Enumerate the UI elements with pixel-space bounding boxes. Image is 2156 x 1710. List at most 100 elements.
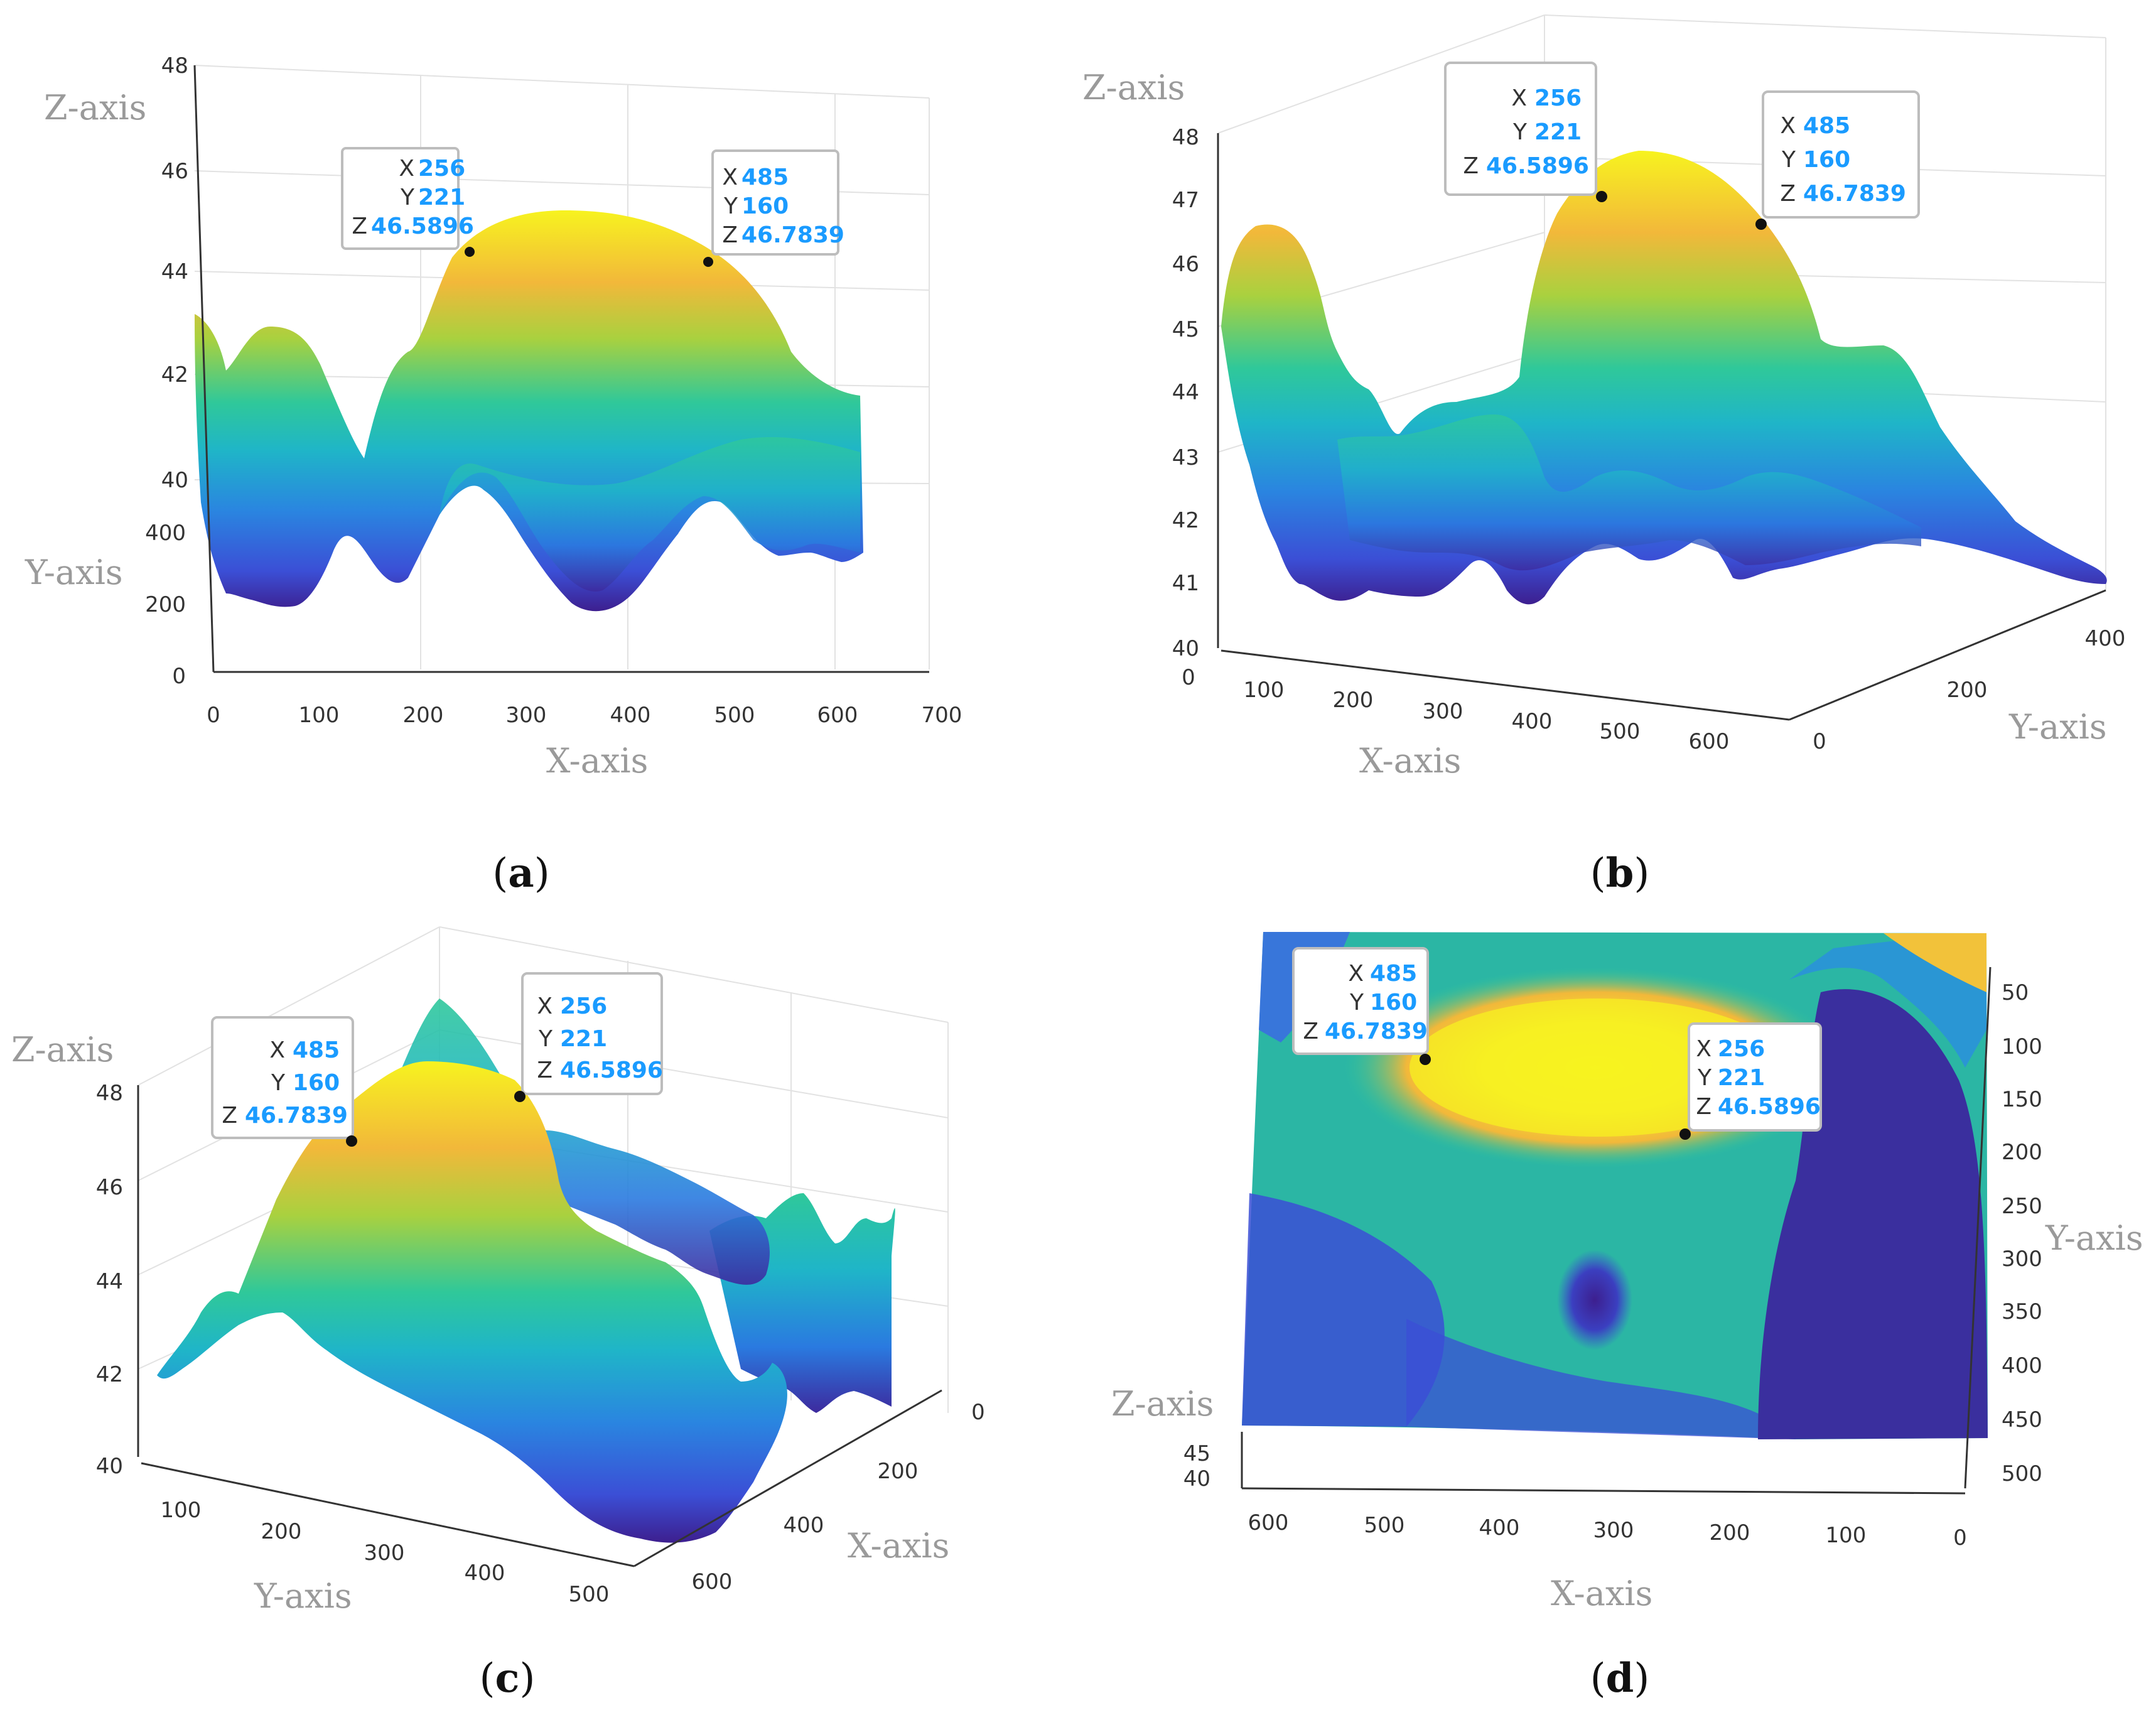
panel-a-datatip-2: X 485 Y 160 Z 46.7839 (703, 149, 844, 267)
panel-d-y-tick: 350 (2002, 1299, 2042, 1324)
svg-text:Y: Y (400, 185, 415, 210)
panel-c-zlabel: Z-axis (11, 1030, 114, 1069)
panel-a-datatip-2-x: 485 (741, 165, 789, 190)
panel-b: 48 47 46 45 44 43 42 41 40 0 100 200 300… (1082, 14, 2126, 897)
panel-a-x-tick: 300 (506, 703, 547, 728)
panel-b-x-tick: 300 (1423, 699, 1463, 724)
panel-b-datatip-1-x: 256 (1534, 85, 1582, 111)
panel-a-y-tick: 0 (172, 664, 186, 689)
panel-b-ylabel: Y-axis (2008, 707, 2107, 747)
panel-d-x-tick: 600 (1248, 1510, 1289, 1535)
panel-b-z-tick: 43 (1172, 445, 1199, 470)
panel-d: 50 100 150 200 250 300 350 400 450 500 6… (1111, 932, 2143, 1702)
svg-text:X: X (537, 993, 552, 1019)
panel-d-y-tick: 100 (2002, 1034, 2042, 1059)
panel-b-datatip-1-y: 221 (1534, 119, 1582, 145)
panel-c-y-tick: 200 (261, 1519, 302, 1544)
panel-d-y-tick: 250 (2002, 1194, 2042, 1219)
panel-d-datatip-1-z: 46.7839 (1325, 1019, 1428, 1044)
panel-c-y-ticks: 100 200 300 400 500 (161, 1498, 610, 1607)
panel-c-z-tick: 44 (96, 1269, 123, 1294)
panel-b-z-tick: 45 (1172, 317, 1199, 342)
panel-a-zlabel: Z-axis (44, 88, 146, 127)
panel-a-x-tick: 100 (299, 703, 340, 728)
svg-text:Z: Z (1696, 1094, 1711, 1120)
svg-text:Z: Z (222, 1103, 237, 1128)
panel-c-xlabel: X-axis (848, 1526, 949, 1566)
panel-c-datatip-1: X 485 Y 160 Z 46.7839 (211, 1016, 357, 1147)
svg-text:X: X (1348, 961, 1364, 987)
svg-text:Z: Z (722, 222, 738, 248)
panel-d-y-tick: 50 (2002, 980, 2029, 1005)
panel-d-datatip-2-x: 256 (1718, 1036, 1765, 1062)
panel-b-surface (1221, 151, 2107, 605)
panel-d-y-tick: 200 (2002, 1140, 2042, 1165)
panel-d-z-tick: 45 (1183, 1441, 1210, 1466)
panel-b-z-tick: 47 (1172, 188, 1199, 213)
panel-d-y-tick: 150 (2002, 1087, 2042, 1112)
panel-c-datatip-1-z: 46.7839 (245, 1103, 348, 1128)
svg-text:Y: Y (1781, 147, 1796, 173)
panel-a-x-tick: 700 (922, 703, 962, 728)
panel-d-axes (1241, 966, 1992, 1495)
panel-d-zlabel: Z-axis (1111, 1384, 1214, 1424)
panel-d-datatip-1: X 485 Y 160 Z 46.7839 (1292, 947, 1431, 1065)
panel-c-y-tick: 300 (364, 1540, 405, 1566)
panel-a-surface (195, 210, 863, 612)
panel-d-x-tick: 500 (1364, 1513, 1405, 1538)
svg-text:Y: Y (723, 193, 738, 219)
panel-d-ylabel: Y-axis (2045, 1218, 2143, 1258)
panel-c-datatip-2: X 256 Y 221 Z 46.5896 (514, 972, 663, 1102)
svg-text:X: X (1780, 113, 1796, 139)
panel-c-caption: (c) (480, 1655, 536, 1702)
panel-a-x-tick: 0 (207, 703, 220, 728)
panel-a-z-tick: 48 (161, 53, 188, 78)
svg-text:Y: Y (538, 1026, 553, 1052)
svg-text:X: X (1511, 85, 1527, 111)
panel-d-x-tick: 0 (1953, 1525, 1967, 1550)
panel-c-x-tick: 400 (784, 1513, 824, 1538)
svg-text:Y: Y (1349, 990, 1364, 1015)
panel-b-caption: (b) (1590, 850, 1650, 897)
panel-d-datatip-1-x: 485 (1370, 961, 1417, 987)
panel-b-x-ticks: 0 100 200 300 400 500 600 (1182, 665, 1729, 754)
panel-a-x-ticks: 0 100 200 300 400 500 600 700 (207, 703, 962, 728)
svg-text:Z: Z (1463, 153, 1479, 179)
panel-a-datatip-2-y: 160 (741, 193, 789, 219)
panel-a-y-ticks: 400 200 0 (145, 521, 186, 689)
panel-d-datatip-1-y: 160 (1370, 990, 1417, 1015)
panel-d-xlabel: X-axis (1551, 1574, 1652, 1613)
panel-d-y-tick: 450 (2002, 1407, 2042, 1432)
panel-b-z-tick: 46 (1172, 252, 1199, 277)
panel-b-datatip-2: X 485 Y 160 Z 46.7839 (1755, 90, 1920, 230)
panel-b-x-tick: 400 (1512, 709, 1553, 734)
panel-a-datatip-1: X 256 Y 221 Z 46.5896 (341, 147, 475, 257)
panel-c-datatip-2-z: 46.5896 (560, 1058, 663, 1083)
panel-b-z-tick: 40 (1172, 636, 1199, 661)
panel-c-datatip-2-y: 221 (560, 1026, 607, 1052)
panel-d-x-tick: 100 (1826, 1523, 1867, 1548)
svg-text:X: X (399, 156, 414, 181)
panel-a-z-ticks: 48 46 44 42 40 (161, 53, 188, 493)
panel-a-datatip-2-z: 46.7839 (741, 222, 844, 248)
svg-text:X: X (1696, 1036, 1711, 1062)
panel-b-y-tick: 400 (2085, 626, 2126, 651)
panel-a-z-tick: 46 (161, 159, 188, 184)
panel-a-x-tick: 500 (714, 703, 755, 728)
panel-a-axes (193, 65, 929, 673)
panel-c: 48 46 44 42 40 100 200 300 400 500 0 200… (11, 926, 985, 1702)
panel-c-y-tick: 500 (569, 1582, 610, 1607)
panel-b-datatip-2-y: 160 (1803, 147, 1850, 173)
panel-a-ylabel: Y-axis (24, 553, 123, 592)
panel-c-datatip-2-x: 256 (560, 993, 607, 1019)
panel-b-y-tick: 0 (1813, 729, 1826, 754)
panel-b-x-tick: 200 (1333, 688, 1374, 713)
panel-d-y-ticks: 50 100 150 200 250 300 350 400 450 500 (2002, 980, 2042, 1486)
panel-a-z-tick: 44 (161, 259, 188, 284)
panel-a-caption: (a) (492, 850, 549, 897)
panel-a-datatip-1-y: 221 (418, 185, 465, 210)
panel-b-z-tick: 42 (1172, 508, 1199, 533)
panel-b-z-tick: 48 (1172, 125, 1199, 150)
panel-a-x-tick: 400 (610, 703, 651, 728)
panel-d-z-ticks: 45 40 (1183, 1441, 1210, 1491)
